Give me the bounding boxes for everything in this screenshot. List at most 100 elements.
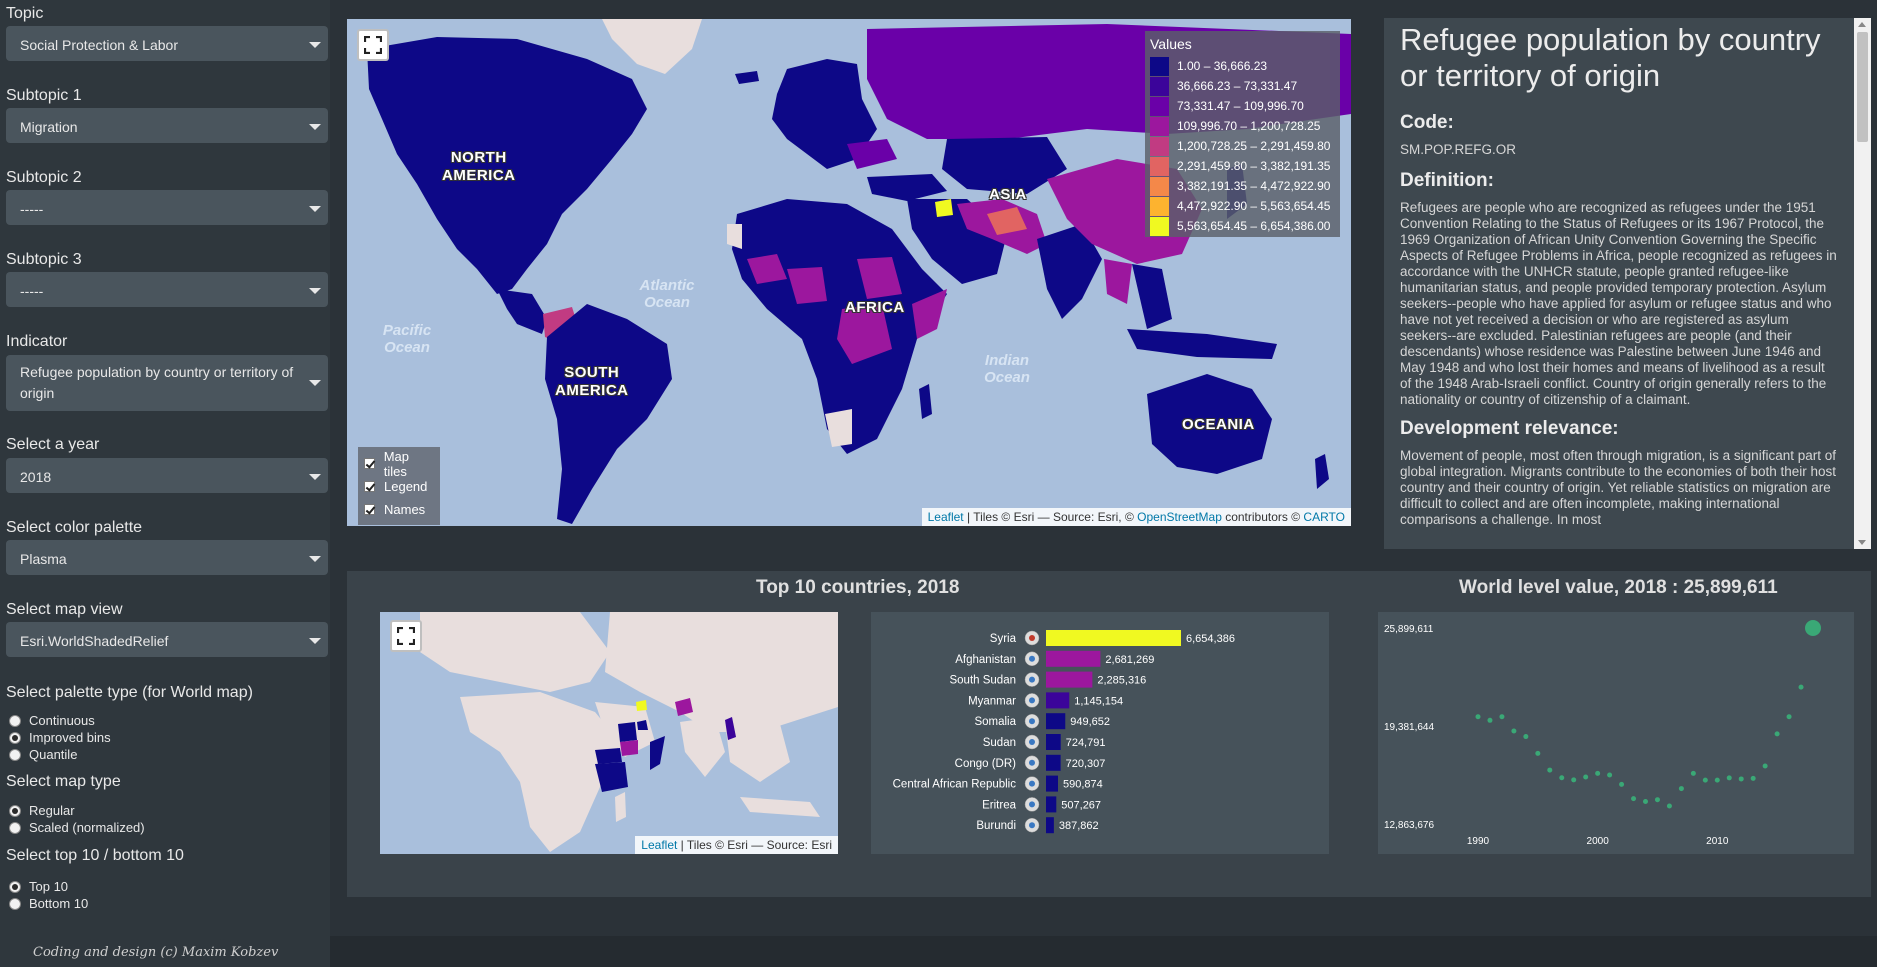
checkbox[interactable] [364, 504, 375, 515]
chevron-down-icon [309, 288, 321, 294]
flag-icon-detail [1029, 822, 1035, 829]
legend-row: 36,666.23 – 73,331.47 [1150, 76, 1335, 96]
map-view-label: Select map view [6, 601, 123, 618]
flag-icon-detail [1029, 780, 1035, 787]
checkbox[interactable] [364, 481, 375, 492]
label-africa: AFRICA [845, 299, 905, 316]
legend-label: 4,472,922.90 – 5,563,654.45 [1177, 199, 1331, 213]
layer-legend[interactable]: Legend [364, 475, 434, 498]
palette-type-label: Select palette type (for World map) [6, 684, 253, 701]
map-view-select[interactable]: Esri.WorldShadedRelief [6, 622, 328, 657]
central-asia-shape [942, 137, 1067, 194]
data-point [1654, 797, 1660, 803]
scroll-up-icon[interactable] [1858, 22, 1866, 27]
legend-label: 1.00 – 36,666.23 [1177, 59, 1268, 73]
layer-map-tiles[interactable]: Map tiles [364, 449, 434, 479]
radio-button[interactable] [9, 880, 21, 893]
bar-category-label: Afghanistan [955, 654, 1016, 666]
bar-category-label: Burundi [976, 820, 1016, 832]
y-tick-label: 19,381,644 [1384, 722, 1434, 733]
data-point [1583, 774, 1589, 780]
legend-label: 1,200,728.25 – 2,291,459.80 [1177, 139, 1331, 153]
code-heading: Code: [1400, 112, 1454, 133]
year-select-value: 2018 [20, 469, 52, 485]
flag-icon-detail [1029, 759, 1035, 766]
bar [1046, 796, 1057, 813]
radio-label: Top 10 [29, 879, 69, 894]
data-point [1475, 714, 1481, 720]
world-choropleth [367, 19, 1351, 524]
fullscreen-button[interactable] [357, 29, 389, 61]
radio-improved-bins[interactable]: Improved bins [9, 730, 111, 745]
radio-bottom10[interactable]: Bottom 10 [9, 896, 88, 911]
checkbox[interactable] [364, 458, 375, 469]
indicator-label: Indicator [6, 333, 68, 350]
flag-icon-detail [1029, 676, 1035, 683]
palette-select-value: Plasma [20, 551, 67, 567]
label-oceania: OCEANIA [1182, 416, 1255, 433]
top10-map[interactable]: Leaflet | Tiles © Esri — Source: Esri [380, 612, 838, 854]
radio-quantile[interactable]: Quantile [9, 747, 77, 762]
radio-button[interactable] [9, 748, 21, 761]
y-tick-label: 25,899,611 [1384, 624, 1434, 635]
radio-button[interactable] [9, 731, 21, 744]
mini-afghanistan [675, 698, 693, 716]
radio-button[interactable] [9, 714, 21, 727]
legend-label: 36,666.23 – 73,331.47 [1177, 79, 1298, 93]
flag-icon-detail [1029, 635, 1035, 641]
subtopic1-select-value: Migration [20, 119, 78, 135]
palette-select[interactable]: Plasma [6, 540, 328, 575]
topic-label: Topic [6, 5, 44, 22]
radio-regular[interactable]: Regular [9, 803, 75, 818]
indicator-select[interactable]: Refugee population by country or territo… [6, 355, 328, 411]
radio-scaled[interactable]: Scaled (normalized) [9, 820, 145, 835]
legend-swatch [1150, 56, 1169, 76]
label-north-america: NORTH AMERICA [442, 149, 516, 184]
definition-panel[interactable]: Refugee population by country or territo… [1384, 18, 1854, 549]
mini-syria [636, 700, 647, 711]
bar-value-label: 949,652 [1070, 716, 1110, 728]
chevron-down-icon [309, 380, 321, 386]
mini-fullscreen-button[interactable] [390, 620, 422, 652]
bar-value-label: 1,145,154 [1074, 695, 1123, 707]
bar-chart-svg: Syria 6,654,386 Afghanistan 2,681,269 South … [893, 630, 1235, 834]
map-type-label: Select map type [6, 773, 121, 790]
layer-control[interactable]: Map tiles Legend Names [358, 447, 440, 525]
subtopic2-label: Subtopic 2 [6, 169, 82, 186]
radio-top10[interactable]: Top 10 [9, 879, 68, 894]
osm-link[interactable]: OpenStreetMap [1137, 510, 1222, 524]
world-map[interactable]: NORTH AMERICA SOUTH AMERICA AFRICA ASIA OC… [347, 19, 1351, 526]
legend-swatch [1150, 176, 1169, 196]
radio-continuous[interactable]: Continuous [9, 713, 95, 728]
leaflet-link[interactable]: Leaflet [641, 838, 678, 852]
scrollbar-thumb[interactable] [1857, 32, 1868, 142]
subtopic2-select[interactable]: ----- [6, 190, 328, 225]
year-select[interactable]: 2018 [6, 458, 328, 493]
carto-link[interactable]: CARTO [1303, 510, 1345, 524]
north-america-shape [367, 37, 647, 294]
layer-names[interactable]: Names [364, 498, 434, 521]
central-america-shape [497, 289, 547, 334]
top10-map-shapes [420, 612, 838, 852]
map-legend: Values 1.00 – 36,666.23 36,666.23 – 73,33… [1145, 31, 1340, 237]
radio-button[interactable] [9, 804, 21, 817]
subtopic1-select[interactable]: Migration [6, 108, 328, 143]
data-point [1487, 717, 1493, 723]
leaflet-link[interactable]: Leaflet [927, 510, 964, 524]
bar-value-label: 387,862 [1059, 820, 1099, 832]
radio-button[interactable] [9, 897, 21, 910]
subtopic3-select[interactable]: ----- [6, 272, 328, 307]
bar-value-label: 2,681,269 [1105, 654, 1154, 666]
radio-button[interactable] [9, 821, 21, 834]
definition-heading: Definition: [1400, 170, 1494, 191]
mini-myanmar [725, 717, 736, 740]
scrollbar[interactable] [1854, 18, 1871, 549]
mini-africa-shape [460, 692, 620, 852]
data-point [1631, 796, 1637, 802]
indonesia-shape [1127, 329, 1277, 359]
scroll-down-icon[interactable] [1858, 540, 1866, 545]
turkey-shape [867, 174, 947, 201]
topic-select[interactable]: Social Protection & Labor [6, 26, 328, 61]
afghanistan-shape [987, 207, 1027, 235]
top-bottom-label: Select top 10 / bottom 10 [6, 847, 184, 864]
